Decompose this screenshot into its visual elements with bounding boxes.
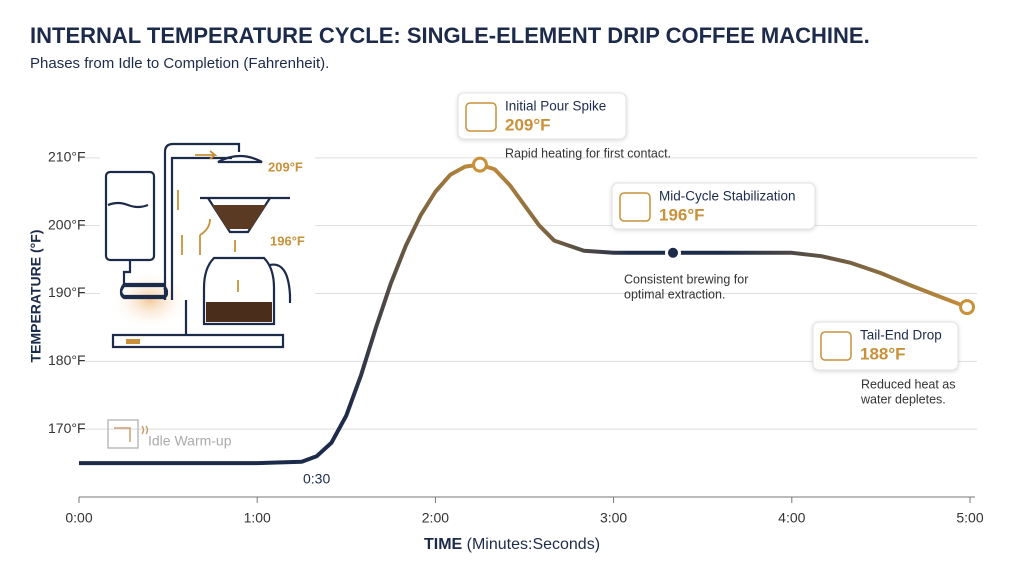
y-tick-label: 180°F [48, 352, 86, 368]
idle-icon [107, 419, 149, 449]
x-tick-label: 5:00 [956, 510, 983, 526]
callout-icon [619, 192, 651, 222]
callout-text: Reduced heat as [861, 377, 956, 391]
x-axis-label: TIME (Minutes:Seconds) [424, 536, 600, 553]
x-tick-label: 1:00 [244, 510, 271, 526]
point-marker [959, 299, 976, 316]
y-tick-label: 200°F [48, 216, 86, 232]
x-axis-label-unit: (Minutes:Seconds) [467, 536, 600, 553]
callout-box [457, 92, 627, 140]
illustration-label: 196°F [270, 233, 305, 248]
callout-box [611, 182, 816, 230]
callout-text: Consistent brewing for [624, 272, 748, 286]
callout-value: 209°F [505, 115, 551, 134]
chart-subtitle: Phases from Idle to Completion (Fahrenhe… [30, 55, 329, 72]
x-tick-label: 3:00 [600, 510, 627, 526]
callout-title: Initial Pour Spike [505, 99, 606, 114]
x-tick-label: 2:00 [422, 510, 449, 526]
callout-text: optimal extraction. [624, 287, 725, 301]
idle-label: Idle Warm-up [148, 433, 232, 449]
callout-text: water depletes. [860, 392, 946, 406]
chart-title: INTERNAL TEMPERATURE CYCLE: SINGLE-ELEME… [30, 23, 870, 48]
x-tick-label: 0:00 [65, 510, 92, 526]
callout-value: 196°F [659, 205, 705, 224]
callout-value: 188°F [860, 344, 906, 363]
callout-icon [465, 102, 497, 132]
x-tick-label: 4:00 [778, 510, 805, 526]
annotation: 0:30 [303, 471, 330, 487]
y-tick-label: 210°F [48, 149, 86, 165]
callout-title: Tail-End Drop [860, 328, 942, 343]
illustration: 209°F 196°F [100, 135, 315, 360]
callout-text: Rapid heating for first contact. [505, 146, 671, 160]
callout-title: Mid-Cycle Stabilization [659, 189, 796, 204]
x-axis-label-main: TIME [424, 536, 463, 553]
point-marker [471, 156, 488, 173]
y-tick-label: 190°F [48, 284, 86, 300]
line [79, 162, 968, 466]
point-marker [665, 244, 681, 261]
y-tick-label: 170°F [48, 420, 86, 436]
y-axis-label: TEMPERATURE (°F) [28, 230, 44, 363]
illustration-label: 209°F [268, 159, 303, 174]
callout-icon [820, 331, 852, 361]
